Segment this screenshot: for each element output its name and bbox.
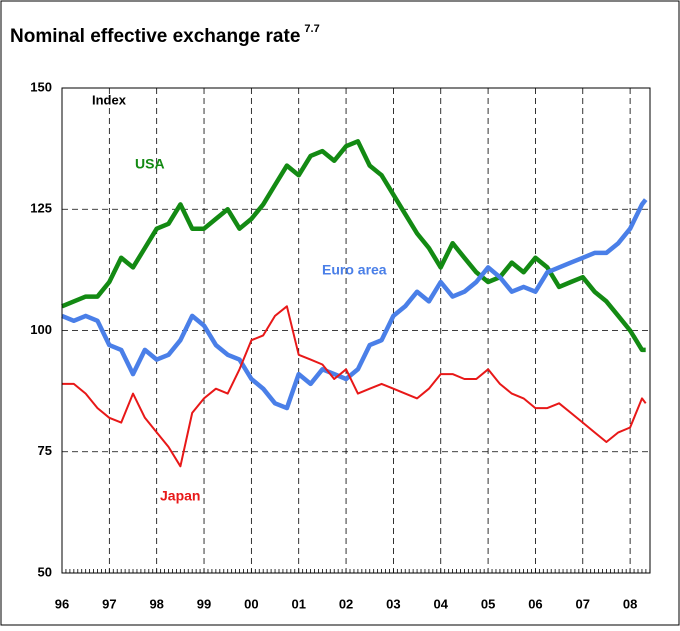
y-tick-label: 125	[30, 201, 52, 216]
series-line	[61, 198, 648, 411]
x-tick-label: 02	[339, 596, 353, 611]
y-axis-label: Index	[92, 92, 127, 107]
series-line	[62, 305, 647, 468]
x-tick-label: 97	[102, 596, 116, 611]
x-tick-label: 98	[149, 596, 163, 611]
x-tick-label: 03	[386, 596, 400, 611]
series-label: Euro area	[322, 262, 387, 278]
x-tick-label: 04	[434, 596, 449, 611]
y-tick-label: 75	[38, 443, 52, 458]
y-tick-label: 150	[30, 79, 52, 94]
series-line	[61, 139, 646, 353]
y-tick-label: 50	[38, 564, 52, 579]
chart-title: Nominal effective exchange rate	[10, 26, 300, 47]
plot-border	[61, 87, 651, 574]
x-tick-label: 08	[623, 596, 637, 611]
x-tick-label: 01	[291, 596, 305, 611]
x-tick-label: 96	[55, 596, 69, 611]
title-note: 7.7	[304, 23, 319, 35]
x-tick-label: 06	[528, 596, 542, 611]
y-tick-label: 100	[30, 322, 52, 337]
x-tick-label: 00	[244, 596, 258, 611]
x-tick-label: 07	[576, 596, 590, 611]
x-tick-label: 05	[481, 596, 495, 611]
series-label: USA	[135, 156, 165, 172]
series-label: Japan	[160, 488, 200, 504]
x-tick-label: 99	[197, 596, 211, 611]
